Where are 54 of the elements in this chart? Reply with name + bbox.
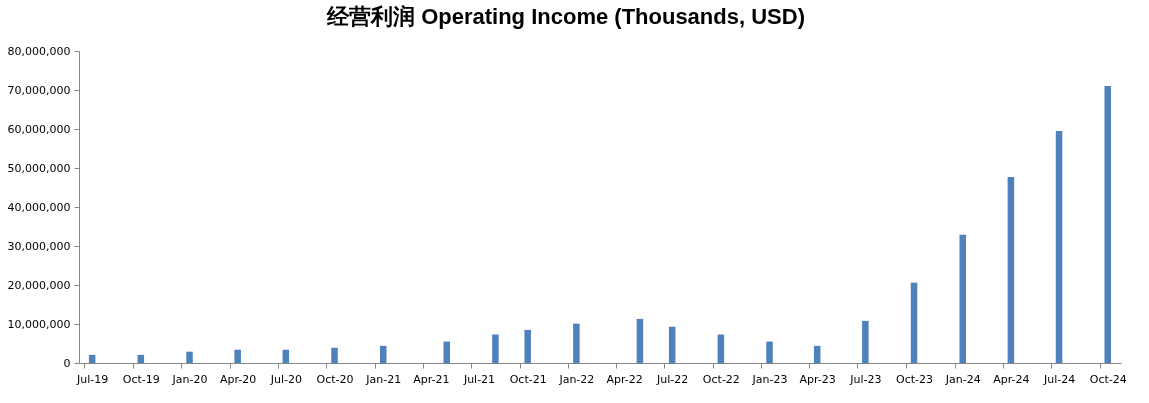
x-tick-label: Oct-23 bbox=[896, 372, 934, 386]
x-tick-label: Jul-20 bbox=[269, 372, 302, 386]
bar bbox=[668, 326, 676, 363]
x-tick-label: Jan-21 bbox=[365, 372, 402, 386]
bar bbox=[910, 282, 918, 363]
x-tick-label: Apr-24 bbox=[993, 372, 1030, 386]
bar bbox=[492, 334, 499, 363]
bar bbox=[88, 354, 96, 363]
y-tick-label: 50,000,000 bbox=[7, 161, 71, 175]
y-tick-label: 80,000,000 bbox=[7, 44, 71, 58]
x-tick-label: Apr-23 bbox=[799, 372, 836, 386]
bar bbox=[1055, 130, 1063, 363]
x-tick-label: Oct-21 bbox=[509, 372, 547, 386]
x-tick-label: Apr-20 bbox=[220, 372, 257, 386]
bar bbox=[862, 320, 869, 363]
y-tick-label: 10,000,000 bbox=[7, 317, 71, 331]
bar bbox=[234, 349, 241, 363]
bar bbox=[1007, 176, 1015, 363]
bar bbox=[766, 341, 773, 363]
x-tick-label: Jan-22 bbox=[558, 372, 595, 386]
bar bbox=[524, 329, 531, 363]
y-tick-label: 20,000,000 bbox=[7, 278, 71, 292]
x-tick-label: Jan-23 bbox=[751, 372, 788, 386]
x-tick-label: Jul-23 bbox=[849, 372, 882, 386]
bar bbox=[717, 334, 725, 363]
bar bbox=[137, 354, 145, 363]
bar bbox=[379, 345, 387, 363]
bar bbox=[959, 234, 966, 363]
bar bbox=[282, 349, 290, 363]
y-tick-label: 30,000,000 bbox=[7, 239, 71, 253]
x-tick-label: Jan-24 bbox=[944, 372, 981, 386]
bar bbox=[813, 345, 821, 363]
bar bbox=[636, 318, 644, 363]
bar bbox=[573, 323, 580, 363]
x-tick-label: Oct-24 bbox=[1089, 372, 1127, 386]
x-tick-label: Oct-20 bbox=[316, 372, 354, 386]
x-tick-label: Oct-19 bbox=[122, 372, 160, 386]
x-tick-label: Jul-21 bbox=[462, 372, 496, 386]
y-tick-label: 60,000,000 bbox=[7, 122, 71, 136]
y-tick-label: 0 bbox=[63, 356, 71, 370]
x-tick-label: Apr-22 bbox=[606, 372, 643, 386]
y-tick-label: 40,000,000 bbox=[7, 200, 71, 214]
bar bbox=[331, 347, 338, 363]
bar bbox=[443, 341, 450, 363]
y-tick-label: 70,000,000 bbox=[7, 83, 71, 97]
x-tick-label: Jul-19 bbox=[76, 372, 109, 386]
x-tick-label: Jul-22 bbox=[656, 372, 689, 386]
x-tick-label: Oct-22 bbox=[702, 372, 740, 386]
x-tick-label: Jan-20 bbox=[171, 372, 208, 386]
chart-title: 经营利润 Operating Income (Thousands, USD) bbox=[326, 4, 805, 29]
x-tick-label: Apr-21 bbox=[413, 372, 450, 386]
x-tick-label: Jul-24 bbox=[1042, 372, 1076, 386]
bar bbox=[186, 351, 193, 363]
bar bbox=[1104, 86, 1111, 363]
